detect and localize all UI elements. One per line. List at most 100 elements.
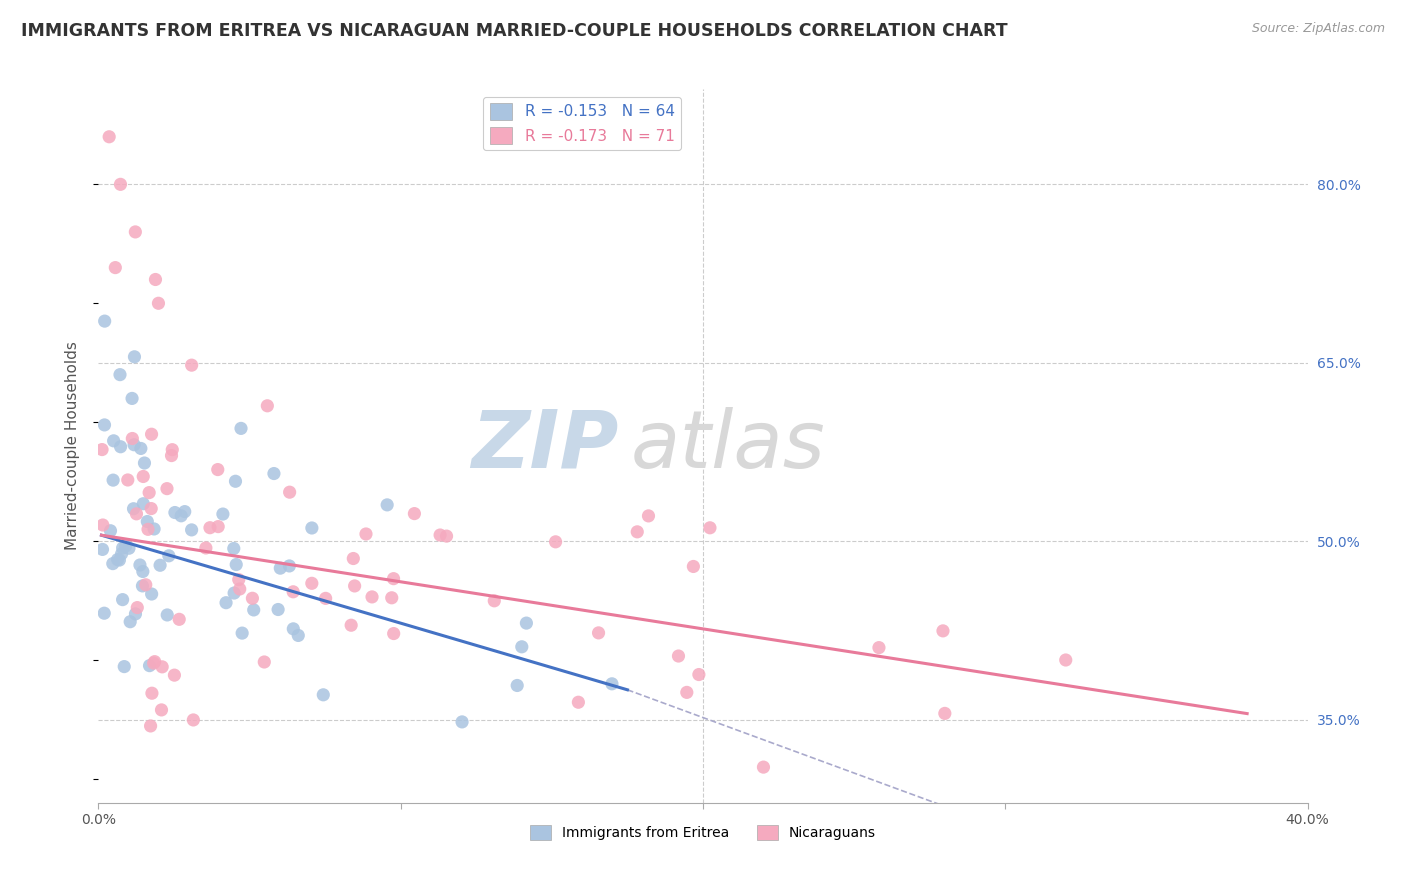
- Point: [484, 594, 506, 608]
- Point: [141, 587, 163, 601]
- Point: [242, 603, 264, 617]
- Point: [269, 561, 291, 575]
- Point: [228, 573, 250, 587]
- Point: [301, 576, 323, 591]
- Point: [134, 456, 156, 470]
- Point: [101, 557, 124, 571]
- Point: [107, 552, 129, 566]
- Point: [682, 559, 704, 574]
- Point: [170, 508, 193, 523]
- Point: [267, 602, 290, 616]
- Point: [125, 507, 148, 521]
- Point: [132, 497, 155, 511]
- Point: [688, 667, 710, 681]
- Point: [91, 442, 114, 457]
- Point: [278, 558, 301, 573]
- Point: [544, 534, 567, 549]
- Point: [626, 524, 648, 539]
- Point: [256, 399, 278, 413]
- Point: [278, 485, 301, 500]
- Point: [1054, 653, 1077, 667]
- Text: ZIP: ZIP: [471, 407, 619, 485]
- Point: [932, 624, 955, 638]
- Point: [224, 586, 246, 600]
- Legend: Immigrants from Eritrea, Nicaraguans: Immigrants from Eritrea, Nicaraguans: [524, 820, 882, 846]
- Point: [103, 434, 125, 448]
- Point: [124, 350, 146, 364]
- Point: [150, 703, 173, 717]
- Point: [163, 506, 186, 520]
- Point: [129, 442, 152, 456]
- Point: [263, 467, 285, 481]
- Point: [143, 522, 166, 536]
- Point: [752, 760, 775, 774]
- Text: Source: ZipAtlas.com: Source: ZipAtlas.com: [1251, 22, 1385, 36]
- Point: [231, 626, 253, 640]
- Point: [120, 615, 142, 629]
- Point: [108, 368, 131, 382]
- Point: [207, 462, 229, 476]
- Point: [340, 618, 363, 632]
- Point: [93, 417, 115, 432]
- Point: [253, 655, 276, 669]
- Point: [93, 606, 115, 620]
- Point: [100, 524, 122, 538]
- Point: [315, 591, 337, 606]
- Point: [342, 551, 364, 566]
- Point: [404, 507, 426, 521]
- Point: [117, 473, 139, 487]
- Text: IMMIGRANTS FROM ERITREA VS NICARAGUAN MARRIED-COUPLE HOUSEHOLDS CORRELATION CHAR: IMMIGRANTS FROM ERITREA VS NICARAGUAN MA…: [21, 22, 1008, 40]
- Point: [301, 521, 323, 535]
- Point: [868, 640, 890, 655]
- Point: [136, 522, 159, 536]
- Point: [91, 542, 114, 557]
- Point: [242, 591, 264, 606]
- Point: [224, 475, 246, 489]
- Point: [121, 432, 143, 446]
- Point: [229, 582, 252, 596]
- Text: atlas: atlas: [630, 407, 825, 485]
- Point: [510, 640, 533, 654]
- Point: [101, 473, 124, 487]
- Point: [194, 541, 217, 555]
- Point: [124, 225, 146, 239]
- Point: [122, 501, 145, 516]
- Point: [141, 427, 163, 442]
- Point: [132, 469, 155, 483]
- Point: [111, 547, 134, 561]
- Point: [135, 578, 157, 592]
- Point: [375, 498, 398, 512]
- Point: [163, 668, 186, 682]
- Point: [283, 584, 305, 599]
- Point: [98, 129, 121, 144]
- Point: [207, 519, 229, 533]
- Point: [160, 449, 183, 463]
- Point: [381, 591, 404, 605]
- Point: [157, 549, 180, 563]
- Point: [588, 626, 610, 640]
- Point: [225, 558, 247, 572]
- Point: [148, 296, 170, 310]
- Point: [112, 659, 135, 673]
- Point: [156, 607, 179, 622]
- Point: [132, 565, 155, 579]
- Point: [104, 260, 127, 275]
- Point: [138, 658, 160, 673]
- Point: [287, 628, 309, 642]
- Point: [934, 706, 956, 721]
- Point: [436, 529, 458, 543]
- Point: [361, 590, 384, 604]
- Point: [198, 521, 221, 535]
- Point: [506, 678, 529, 692]
- Point: [111, 592, 134, 607]
- Point: [118, 541, 141, 556]
- Point: [141, 686, 163, 700]
- Point: [139, 719, 162, 733]
- Point: [127, 600, 149, 615]
- Point: [229, 421, 252, 435]
- Point: [212, 507, 235, 521]
- Point: [343, 579, 366, 593]
- Point: [699, 521, 721, 535]
- Point: [637, 508, 659, 523]
- Point: [451, 714, 474, 729]
